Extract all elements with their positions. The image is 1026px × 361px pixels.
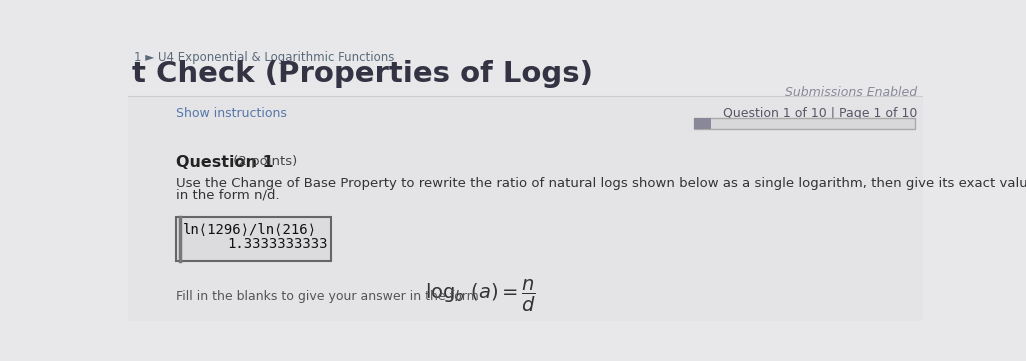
Text: Question 1: Question 1 (176, 155, 274, 170)
Text: 1 ► U4 Exponential & Logarithmic Functions: 1 ► U4 Exponential & Logarithmic Functio… (134, 51, 395, 64)
Text: t Check (Properties of Logs): t Check (Properties of Logs) (132, 60, 593, 88)
Text: Show instructions: Show instructions (176, 107, 287, 120)
Text: 1.3333333333: 1.3333333333 (227, 238, 327, 251)
Bar (694, 118, 915, 129)
Text: Question 1 of 10 | Page 1 of 10: Question 1 of 10 | Page 1 of 10 (723, 107, 917, 120)
Text: (2 points): (2 points) (229, 155, 298, 168)
Text: Fill in the blanks to give your answer in the form: Fill in the blanks to give your answer i… (176, 290, 479, 303)
Text: Use the Change of Base Property to rewrite the ratio of natural logs shown below: Use the Change of Base Property to rewri… (176, 177, 1026, 190)
Bar (176, 217, 331, 261)
Text: in the form n/d.: in the form n/d. (176, 189, 280, 202)
Bar (694, 118, 711, 129)
Bar (128, 96, 923, 321)
Text: $\log_b\,(a) = \dfrac{n}{d}$: $\log_b\,(a) = \dfrac{n}{d}$ (426, 278, 537, 314)
Bar (128, 43, 923, 96)
Text: ln⟨1296⟩/ln⟨216⟩: ln⟨1296⟩/ln⟨216⟩ (184, 223, 317, 237)
Text: Submissions Enabled: Submissions Enabled (785, 86, 917, 99)
